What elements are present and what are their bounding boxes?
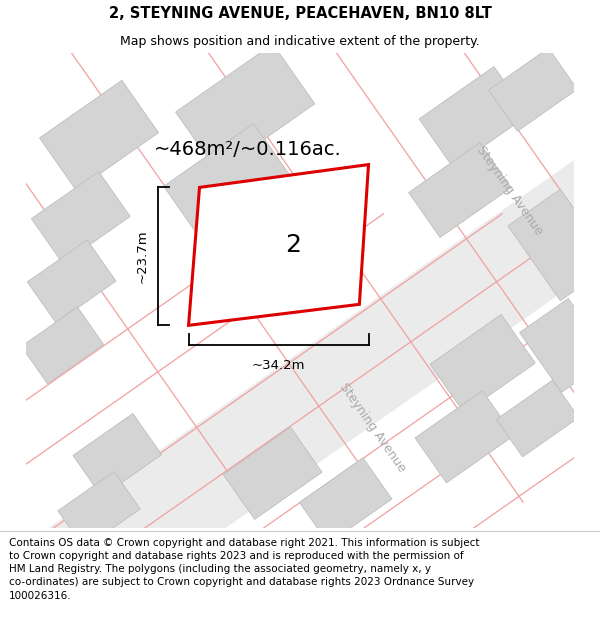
Polygon shape bbox=[496, 380, 578, 457]
Text: ~468m²/~0.116ac.: ~468m²/~0.116ac. bbox=[154, 139, 341, 159]
Text: Map shows position and indicative extent of the property.: Map shows position and indicative extent… bbox=[120, 35, 480, 48]
Text: Steyning Avenue: Steyning Avenue bbox=[475, 143, 546, 237]
Polygon shape bbox=[430, 314, 535, 413]
Polygon shape bbox=[22, 307, 104, 384]
Polygon shape bbox=[58, 471, 140, 548]
Polygon shape bbox=[27, 240, 116, 323]
Text: Steyning Avenue: Steyning Avenue bbox=[337, 381, 409, 474]
Polygon shape bbox=[488, 48, 577, 131]
Polygon shape bbox=[188, 164, 368, 326]
Polygon shape bbox=[40, 81, 158, 191]
Polygon shape bbox=[31, 171, 130, 264]
Polygon shape bbox=[419, 66, 528, 168]
Text: ~34.2m: ~34.2m bbox=[252, 359, 305, 372]
Polygon shape bbox=[299, 458, 392, 544]
Polygon shape bbox=[164, 123, 290, 239]
Text: 2, STEYNING AVENUE, PEACEHAVEN, BN10 8LT: 2, STEYNING AVENUE, PEACEHAVEN, BN10 8LT bbox=[109, 6, 491, 21]
Polygon shape bbox=[0, 144, 600, 625]
Text: 2: 2 bbox=[284, 233, 301, 258]
Text: ~23.7m: ~23.7m bbox=[136, 229, 148, 283]
Polygon shape bbox=[235, 194, 365, 314]
Polygon shape bbox=[415, 391, 514, 482]
Polygon shape bbox=[223, 428, 322, 519]
Polygon shape bbox=[508, 189, 600, 301]
Polygon shape bbox=[409, 142, 511, 238]
Polygon shape bbox=[73, 414, 161, 497]
Polygon shape bbox=[176, 44, 315, 172]
Polygon shape bbox=[520, 299, 600, 392]
Polygon shape bbox=[143, 25, 600, 556]
Text: Contains OS data © Crown copyright and database right 2021. This information is : Contains OS data © Crown copyright and d… bbox=[9, 538, 479, 601]
